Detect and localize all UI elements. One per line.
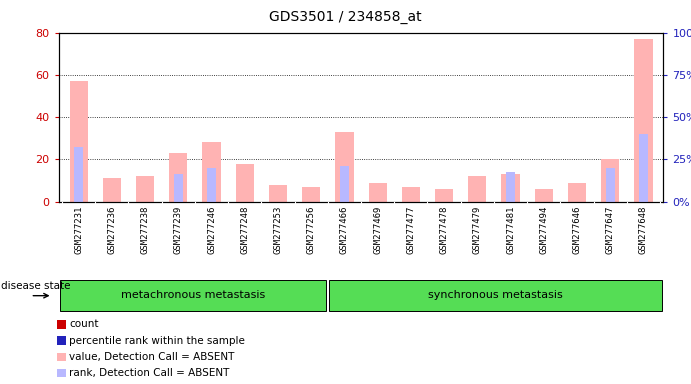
Bar xyxy=(502,174,520,202)
Text: GSM277238: GSM277238 xyxy=(140,205,150,253)
Text: GSM277466: GSM277466 xyxy=(340,205,349,253)
Bar xyxy=(368,183,387,202)
Text: GSM277246: GSM277246 xyxy=(207,205,216,253)
Bar xyxy=(435,189,453,202)
Text: value, Detection Call = ABSENT: value, Detection Call = ABSENT xyxy=(69,352,234,362)
Text: GSM277647: GSM277647 xyxy=(606,205,615,253)
Bar xyxy=(638,134,648,202)
Bar xyxy=(169,153,187,202)
Bar xyxy=(401,187,420,202)
Bar xyxy=(601,159,619,202)
Bar xyxy=(605,168,615,202)
Text: GSM277239: GSM277239 xyxy=(174,205,183,253)
Bar xyxy=(302,187,321,202)
Bar xyxy=(340,166,349,202)
Text: rank, Detection Call = ABSENT: rank, Detection Call = ABSENT xyxy=(69,368,229,378)
Text: GSM277248: GSM277248 xyxy=(240,205,249,253)
Text: GSM277479: GSM277479 xyxy=(473,205,482,253)
Bar xyxy=(634,39,652,202)
Bar xyxy=(535,189,553,202)
Text: disease state: disease state xyxy=(1,281,70,291)
Bar xyxy=(202,142,220,202)
Bar xyxy=(568,183,586,202)
Text: GSM277236: GSM277236 xyxy=(107,205,116,253)
Text: percentile rank within the sample: percentile rank within the sample xyxy=(69,336,245,346)
Bar xyxy=(173,174,183,202)
Bar xyxy=(207,168,216,202)
Text: count: count xyxy=(69,319,99,329)
Bar xyxy=(136,176,154,202)
Bar xyxy=(329,280,662,311)
Bar xyxy=(468,176,486,202)
Text: GSM277478: GSM277478 xyxy=(439,205,448,253)
Bar xyxy=(335,132,354,202)
Text: GSM277477: GSM277477 xyxy=(406,205,415,253)
Text: GSM277648: GSM277648 xyxy=(639,205,648,253)
Bar xyxy=(236,164,254,202)
Text: GDS3501 / 234858_at: GDS3501 / 234858_at xyxy=(269,10,422,23)
Bar xyxy=(103,179,121,202)
Text: GSM277469: GSM277469 xyxy=(373,205,382,253)
Text: synchronous metastasis: synchronous metastasis xyxy=(428,290,562,300)
Bar xyxy=(506,172,515,202)
Text: GSM277253: GSM277253 xyxy=(274,205,283,253)
Bar xyxy=(70,81,88,202)
Bar xyxy=(74,147,84,202)
Text: GSM277494: GSM277494 xyxy=(539,205,548,253)
Text: metachronous metastasis: metachronous metastasis xyxy=(121,290,265,300)
Text: GSM277231: GSM277231 xyxy=(74,205,83,253)
Bar xyxy=(60,280,326,311)
Text: GSM277646: GSM277646 xyxy=(572,205,582,253)
Bar xyxy=(269,185,287,202)
Text: GSM277256: GSM277256 xyxy=(307,205,316,253)
Text: GSM277481: GSM277481 xyxy=(506,205,515,253)
